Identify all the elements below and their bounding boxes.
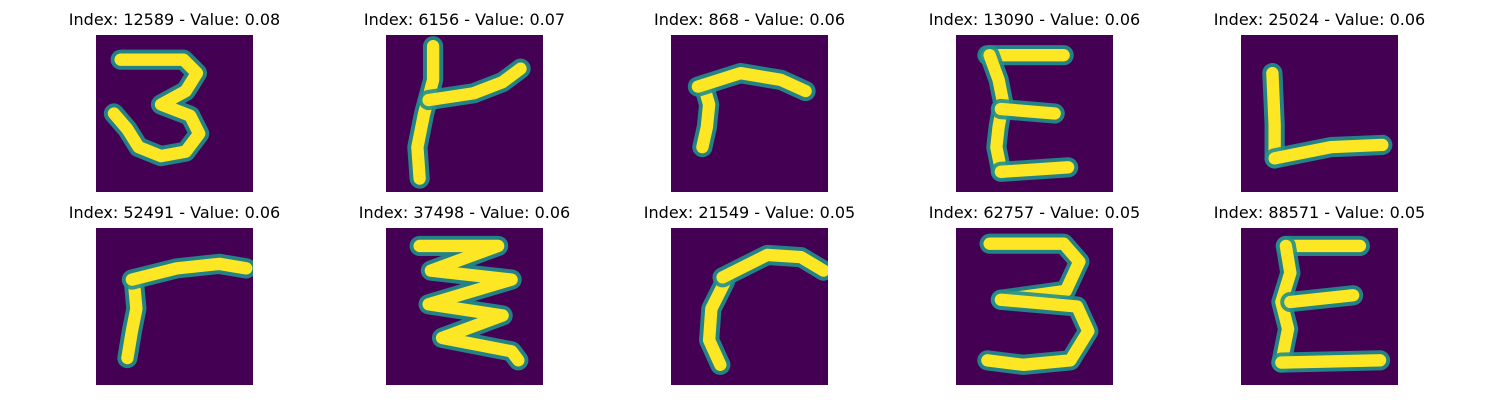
- glyph-stroke: [1268, 138, 1389, 165]
- panel-title: Index: 868 - Value: 0.06: [653, 10, 846, 29]
- panel-title: Index: 37498 - Value: 0.06: [358, 203, 571, 222]
- panel: Index: 868 - Value: 0.06: [607, 0, 892, 192]
- glyph-stroke: [696, 82, 716, 154]
- panel-title: Index: 62757 - Value: 0.05: [928, 203, 1141, 222]
- glyph-stroke: [1275, 354, 1387, 369]
- panel-title: Index: 25024 - Value: 0.06: [1213, 10, 1426, 29]
- glyph-image: [386, 228, 543, 385]
- glyph-stroke: [125, 257, 253, 286]
- glyph-stroke: [994, 102, 1061, 120]
- glyph-image: [671, 228, 828, 385]
- glyph-stroke: [1284, 289, 1360, 309]
- panel: Index: 12589 - Value: 0.08: [32, 0, 317, 192]
- glyph-image: [956, 228, 1113, 385]
- panel-title: Index: 12589 - Value: 0.08: [68, 10, 281, 29]
- panel-title: Index: 88571 - Value: 0.05: [1213, 203, 1426, 222]
- image-background: [671, 35, 828, 192]
- panel-title: Index: 52491 - Value: 0.06: [68, 203, 281, 222]
- panel: Index: 21549 - Value: 0.05: [607, 193, 892, 385]
- glyph-stroke: [411, 40, 440, 185]
- panel: Index: 62757 - Value: 0.05: [892, 193, 1177, 385]
- glyph-stroke: [107, 53, 206, 163]
- glyph-stroke: [121, 277, 143, 365]
- glyph-image: [386, 35, 543, 192]
- glyph-stroke: [422, 62, 527, 107]
- glyph-stroke: [413, 239, 525, 367]
- panel-title: Index: 6156 - Value: 0.07: [363, 10, 566, 29]
- panel: Index: 13090 - Value: 0.06: [892, 0, 1177, 192]
- panel: Index: 25024 - Value: 0.06: [1177, 0, 1462, 192]
- glyph-stroke: [716, 248, 828, 284]
- panel-title: Index: 13090 - Value: 0.06: [928, 10, 1141, 29]
- glyph-stroke: [691, 66, 812, 98]
- panel: Index: 88571 - Value: 0.05: [1177, 193, 1462, 385]
- glyph-image: [671, 35, 828, 192]
- glyph-image: [1241, 35, 1398, 192]
- glyph-stroke: [981, 293, 1095, 371]
- panel: Index: 6156 - Value: 0.07: [322, 0, 607, 192]
- panel: Index: 52491 - Value: 0.06: [32, 193, 317, 385]
- panel: Index: 37498 - Value: 0.06: [322, 193, 607, 385]
- glyph-image: [956, 35, 1113, 192]
- glyph-stroke: [1266, 66, 1281, 165]
- glyph-image: [96, 35, 253, 192]
- glyph-image: [1241, 228, 1398, 385]
- glyph-stroke: [702, 275, 731, 371]
- panel-title: Index: 21549 - Value: 0.05: [643, 203, 856, 222]
- glyph-stroke: [994, 161, 1075, 178]
- glyph-image: [96, 228, 253, 385]
